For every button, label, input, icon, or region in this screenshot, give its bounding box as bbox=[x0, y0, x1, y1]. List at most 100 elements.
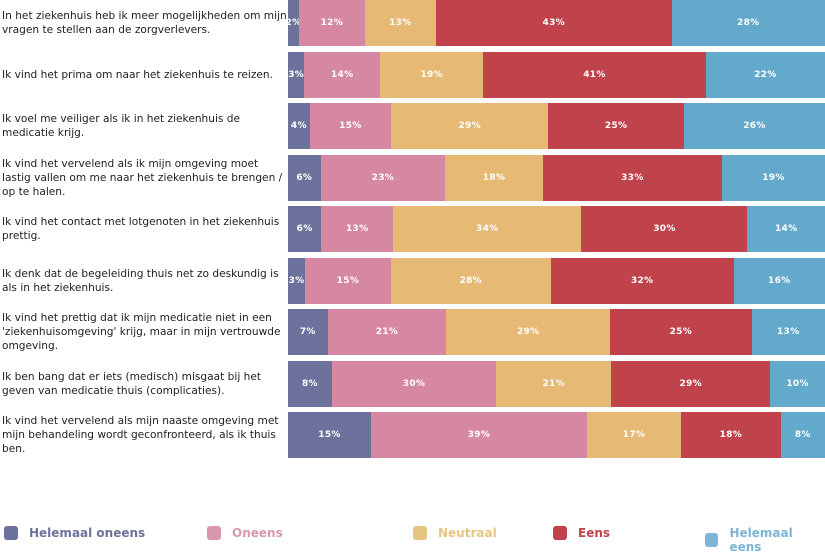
bar-segment-neutraal: 29% bbox=[391, 103, 549, 149]
data-label: 32% bbox=[630, 275, 654, 286]
bar-segment-neutraal: 34% bbox=[393, 206, 582, 252]
bar-segment-oneens: 12% bbox=[298, 0, 365, 46]
stacked-bar: 6% 23% 18% 33% 19% bbox=[288, 154, 825, 201]
bar-segment-helemaal-oneens: 2% bbox=[285, 0, 302, 46]
chart-row: Ik vind het prima om naar het ziekenhuis… bbox=[0, 51, 825, 98]
bar-segment-eens: 25% bbox=[610, 309, 752, 355]
data-label: 25% bbox=[669, 327, 693, 337]
bar-segment-helemaal-eens: 28% bbox=[671, 0, 825, 46]
data-label: 29% bbox=[517, 327, 540, 337]
bar-segment-helemaal-oneens: 7% bbox=[288, 309, 328, 355]
chart-row: In het ziekenhuis heb ik meer mogelijkhe… bbox=[0, 0, 825, 46]
data-label: 33% bbox=[621, 172, 644, 183]
bar-segment-oneens: 13% bbox=[321, 206, 394, 252]
data-label: 6% bbox=[296, 172, 313, 183]
data-label: 13% bbox=[389, 18, 412, 28]
bar-segment-eens: 33% bbox=[542, 154, 722, 201]
chart-row: Ik vind het vervelend als mijn naaste om… bbox=[0, 412, 825, 458]
data-label: 14% bbox=[331, 69, 354, 80]
category-label: Ik vind het vervelend als mijn naaste om… bbox=[2, 415, 279, 455]
bar-segment-helemaal-eens: 8% bbox=[780, 412, 825, 458]
data-label: 19% bbox=[420, 69, 443, 80]
data-label: 13% bbox=[345, 224, 369, 234]
data-label: 3% bbox=[288, 69, 305, 80]
category-label: Ik vind het prima om naar het ziekenhuis… bbox=[2, 68, 273, 81]
bar-segment-neutraal: 29% bbox=[446, 309, 611, 355]
stacked-bar: 7% 21% 29% 25% 13% bbox=[288, 309, 825, 355]
bar-segment-oneens: 23% bbox=[320, 154, 446, 201]
data-label: 21% bbox=[375, 327, 399, 337]
legend-label: Helemaal eens bbox=[729, 526, 793, 554]
data-label: 8% bbox=[301, 378, 318, 389]
legend-item: Oneens bbox=[207, 526, 283, 540]
category-label: In het ziekenhuis heb ik meer mogelijkhe… bbox=[2, 10, 287, 36]
bar-segment-helemaal-eens: 13% bbox=[751, 309, 825, 355]
stacked-bar: 4% 15% 29% 25% 26% bbox=[288, 103, 825, 149]
bar-segment-helemaal-oneens: 3% bbox=[288, 51, 305, 98]
category-label: Ik voel me veiliger als ik in het zieken… bbox=[2, 113, 241, 139]
data-label: 18% bbox=[482, 172, 506, 183]
data-label: 6% bbox=[296, 224, 313, 234]
legend-swatch bbox=[4, 526, 18, 540]
data-label: 30% bbox=[653, 224, 676, 234]
data-label: 30% bbox=[402, 378, 426, 389]
stacked-bar: 3% 14% 19% 41% 22% bbox=[288, 51, 825, 98]
bar-segment-oneens: 21% bbox=[327, 309, 447, 355]
bar-segment-eens: 30% bbox=[581, 206, 748, 252]
bar-segment-oneens: 14% bbox=[304, 51, 381, 98]
data-label: 10% bbox=[786, 378, 809, 389]
legend-label: Eens bbox=[578, 526, 611, 540]
bar-segment-oneens: 39% bbox=[371, 412, 587, 458]
bar-segment-helemaal-oneens: 6% bbox=[288, 206, 322, 252]
bar-segment-eens: 32% bbox=[550, 257, 734, 304]
bar-segment-oneens: 30% bbox=[331, 360, 497, 407]
category-label: Ik denk dat de begeleiding thuis net zo … bbox=[2, 267, 279, 294]
data-label: 8% bbox=[794, 430, 811, 440]
category-label: Ik ben bang dat er iets (medisch) misgaa… bbox=[2, 370, 262, 397]
bar-segment-helemaal-eens: 26% bbox=[683, 103, 825, 149]
data-label: 26% bbox=[743, 121, 766, 131]
legend-label: Oneens bbox=[232, 526, 283, 540]
chart-row: Ik ben bang dat er iets (medisch) misgaa… bbox=[0, 360, 825, 407]
legend-swatch bbox=[413, 526, 427, 540]
data-label: 22% bbox=[754, 69, 777, 80]
data-label: 43% bbox=[542, 18, 565, 28]
legend-item: Neutraal bbox=[413, 526, 497, 540]
bar-segment-helemaal-eens: 16% bbox=[733, 257, 825, 304]
bar-segment-neutraal: 21% bbox=[496, 360, 612, 407]
data-label: 23% bbox=[371, 172, 395, 183]
data-label: 29% bbox=[679, 378, 702, 389]
legend-swatch bbox=[553, 526, 567, 540]
stacked-bar: 15% 39% 17% 18% 8% bbox=[288, 412, 825, 458]
data-label: 13% bbox=[777, 327, 800, 337]
data-label: 3% bbox=[288, 275, 305, 286]
bar-segment-helemaal-oneens: 15% bbox=[288, 412, 372, 458]
bar-segment-helemaal-oneens: 6% bbox=[288, 154, 321, 201]
bar-segment-helemaal-eens: 14% bbox=[747, 206, 825, 252]
data-label: 19% bbox=[762, 172, 785, 183]
data-label: 15% bbox=[318, 430, 341, 440]
legend-item: Eens bbox=[553, 526, 610, 540]
stacked-bar: 6% 13% 34% 30% 14% bbox=[288, 206, 825, 252]
chart-row: Ik voel me veiliger als ik in het zieken… bbox=[0, 103, 825, 149]
data-label: 21% bbox=[542, 378, 565, 389]
data-label: 28% bbox=[459, 275, 483, 286]
bar-segment-helemaal-oneens: 8% bbox=[288, 360, 332, 407]
data-label: 15% bbox=[336, 275, 360, 286]
data-label: 28% bbox=[737, 18, 760, 28]
data-label: 16% bbox=[768, 275, 791, 286]
data-label: 29% bbox=[458, 121, 481, 131]
bar-segment-oneens: 15% bbox=[305, 257, 391, 304]
chart-legend: Helemaal oneens Oneens Neutraal Eens Helemaa… bbox=[0, 526, 825, 554]
data-label: 34% bbox=[476, 224, 499, 234]
bar-segment-helemaal-eens: 22% bbox=[705, 51, 825, 98]
bar-segment-eens: 25% bbox=[548, 103, 684, 149]
bar-segment-neutraal: 18% bbox=[445, 154, 543, 201]
data-label: 17% bbox=[622, 430, 646, 440]
bar-segment-eens: 29% bbox=[611, 360, 771, 407]
data-label: 2% bbox=[285, 18, 302, 28]
bar-segment-helemaal-eens: 10% bbox=[770, 360, 825, 407]
data-label: 14% bbox=[774, 224, 798, 234]
bar-segment-eens: 41% bbox=[483, 51, 706, 98]
bar-segment-helemaal-oneens: 3% bbox=[288, 257, 306, 304]
